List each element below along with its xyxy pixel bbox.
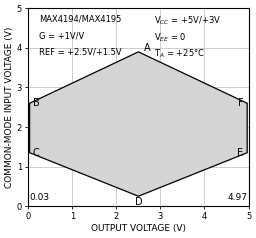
Text: G = +1V/V: G = +1V/V [39, 31, 84, 40]
Text: 0.03: 0.03 [30, 193, 50, 202]
Text: T$_A$ = +25°C: T$_A$ = +25°C [154, 48, 205, 60]
X-axis label: OUTPUT VOLTAGE (V): OUTPUT VOLTAGE (V) [91, 224, 186, 233]
Text: D: D [135, 197, 142, 207]
Text: REF = +2.5V/+1.5V: REF = +2.5V/+1.5V [39, 48, 122, 57]
Text: F: F [238, 98, 243, 108]
Y-axis label: COMMON-MODE INPUT VOLTAGE (V): COMMON-MODE INPUT VOLTAGE (V) [5, 27, 14, 188]
Text: V$_{CC}$ = +5V/+3V: V$_{CC}$ = +5V/+3V [154, 14, 221, 27]
Text: B: B [33, 98, 39, 108]
Text: MAX4194/MAX4195: MAX4194/MAX4195 [39, 14, 122, 23]
Polygon shape [30, 52, 247, 196]
Text: E: E [237, 148, 243, 158]
Text: V$_{EE}$ = 0: V$_{EE}$ = 0 [154, 31, 186, 44]
Text: A: A [144, 43, 150, 53]
Text: C: C [33, 148, 39, 158]
Text: 4.97: 4.97 [227, 193, 247, 202]
